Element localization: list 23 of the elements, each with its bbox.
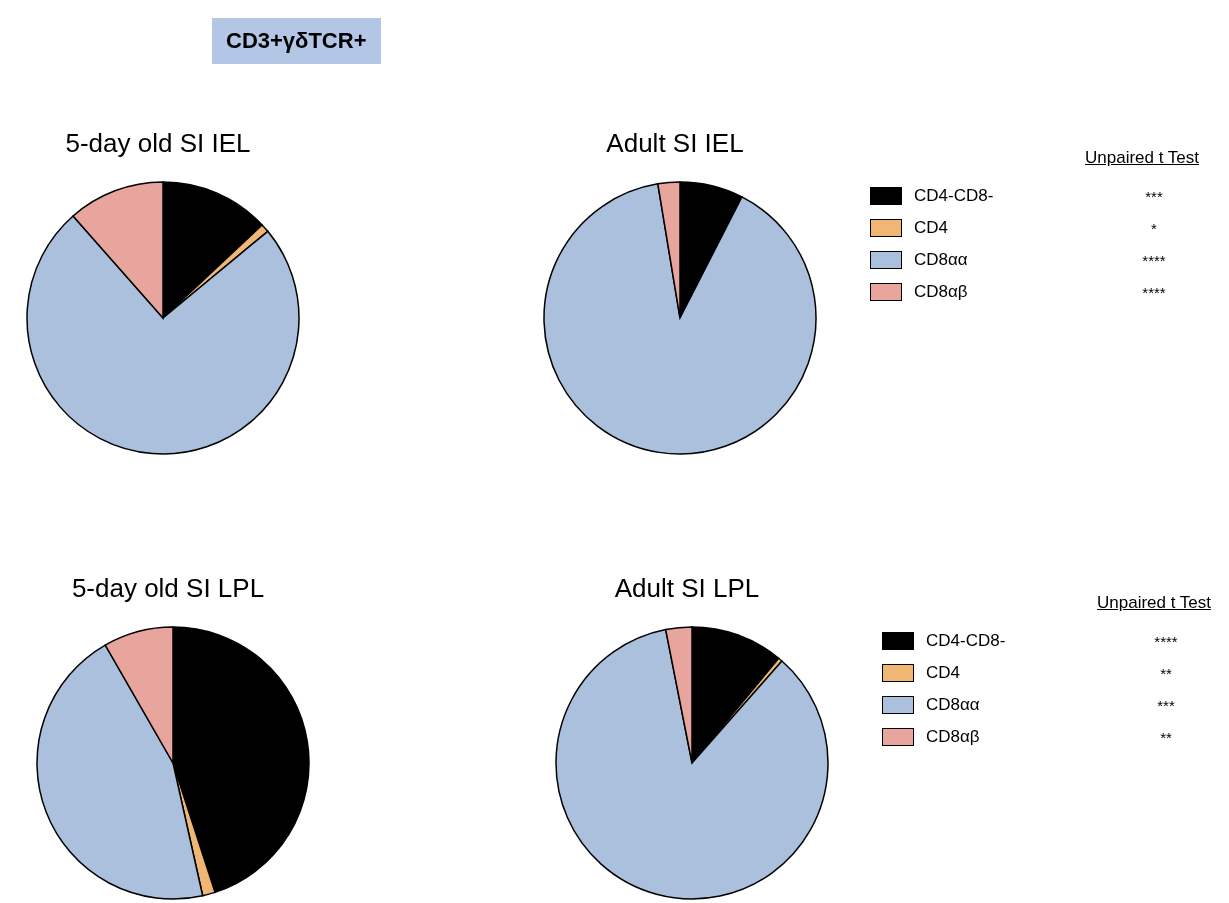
- text: *: [1150, 219, 1158, 237]
- legend-label: CD4-CD8-: [926, 631, 1007, 651]
- text: **: [1159, 664, 1173, 682]
- slice-label: Adult SI IEL: [605, 128, 745, 159]
- legend-label: CD8αα: [926, 695, 981, 715]
- chart-title: CD3+γδTCR+: [212, 18, 381, 64]
- legend-label: CD8αα: [914, 250, 969, 270]
- legend-label: CD4: [926, 663, 961, 683]
- text: **: [1159, 728, 1173, 746]
- text: ****: [1141, 283, 1167, 301]
- text: ****: [1153, 632, 1179, 650]
- slice-label: 5-day old SI IEL: [64, 128, 252, 159]
- legend-label: CD4-CD8-: [914, 186, 995, 206]
- legend-label: CD4: [914, 218, 949, 238]
- text: Unpaired t Test: [1085, 148, 1200, 168]
- text: ***: [1144, 187, 1164, 205]
- slice-label: Adult SI LPL: [613, 573, 761, 604]
- text: ****: [1141, 251, 1167, 269]
- text: ***: [1156, 696, 1176, 714]
- text: Unpaired t Test: [1097, 593, 1212, 613]
- legend-label: CD8αβ: [926, 727, 981, 747]
- slice-label: 5-day old SI LPL: [70, 573, 266, 604]
- legend-label: CD8αβ: [914, 282, 969, 302]
